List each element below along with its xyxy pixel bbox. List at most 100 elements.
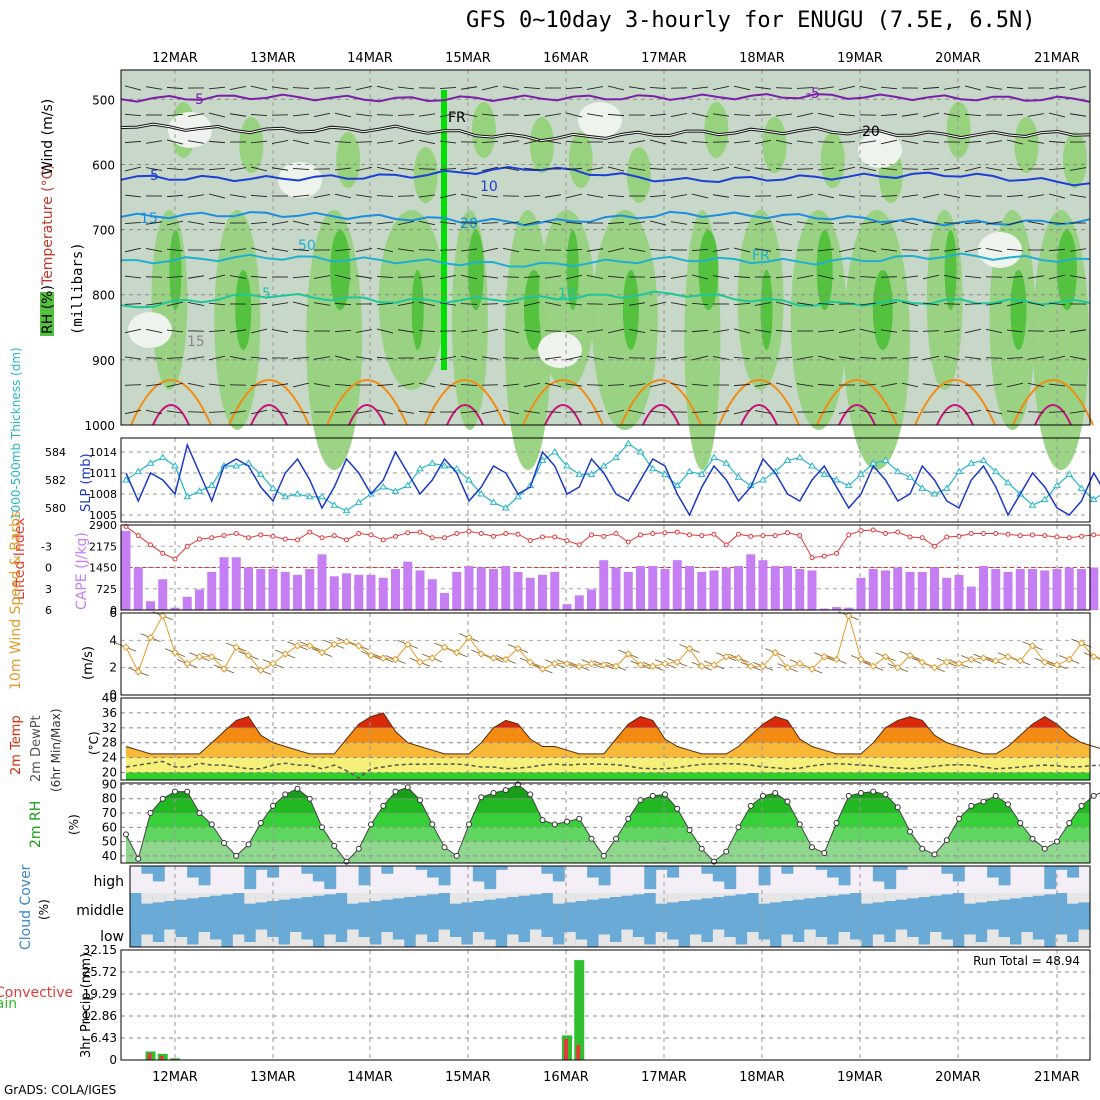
cloud-high bbox=[598, 866, 611, 886]
cloud-middle-gap bbox=[484, 893, 497, 900]
cloud-low-gap bbox=[415, 934, 428, 947]
cloud-low bbox=[644, 920, 657, 947]
cloud-middle-gap bbox=[872, 893, 885, 903]
wind-barb bbox=[985, 383, 1003, 387]
cape-bar bbox=[1052, 568, 1062, 610]
wind-barb bbox=[208, 411, 226, 413]
rh2m-point bbox=[698, 845, 705, 852]
thickness-point bbox=[636, 448, 645, 455]
rh-dry-patch bbox=[858, 132, 902, 168]
wind-barb bbox=[187, 301, 205, 307]
cloud-middle bbox=[392, 893, 405, 920]
wind-barb bbox=[397, 329, 415, 333]
wind-barb bbox=[124, 194, 142, 198]
thickness-point bbox=[685, 467, 694, 475]
wind-barb bbox=[964, 384, 982, 386]
wind-barb bbox=[754, 302, 772, 306]
thickness-point bbox=[293, 490, 302, 497]
cape-bar bbox=[930, 567, 939, 610]
rh-upper bbox=[946, 102, 971, 158]
wind-barb bbox=[586, 329, 604, 333]
li-point bbox=[993, 531, 999, 536]
wind-barb bbox=[166, 329, 184, 333]
li-point bbox=[870, 527, 876, 533]
cloud-high bbox=[998, 866, 1011, 886]
wind-barb bbox=[649, 248, 667, 252]
rh2m-tick-label: 40 bbox=[102, 849, 117, 863]
wind-barb bbox=[250, 409, 268, 415]
rh2m-point bbox=[907, 828, 913, 835]
cloud-middle-gap bbox=[930, 893, 942, 896]
wind-barb bbox=[544, 411, 562, 413]
wind-barb bbox=[922, 330, 940, 332]
cloud-low bbox=[678, 920, 691, 947]
cloud-middle bbox=[198, 893, 211, 920]
li-point bbox=[160, 550, 166, 556]
li-point bbox=[687, 532, 692, 538]
wind-point bbox=[244, 651, 253, 660]
cloud-low bbox=[541, 920, 554, 947]
wind-barb bbox=[187, 221, 205, 225]
cloud-middle bbox=[552, 893, 565, 920]
wind-barb bbox=[1048, 274, 1066, 280]
thickness-point bbox=[1040, 495, 1049, 503]
contour-label: 10 bbox=[558, 286, 576, 302]
rh2m-point bbox=[429, 821, 436, 828]
cloud-middle bbox=[861, 893, 874, 920]
rh2m-point bbox=[245, 841, 252, 848]
wind-frame bbox=[120, 612, 1091, 696]
wind-barb bbox=[880, 86, 898, 90]
cloud-low bbox=[758, 920, 771, 947]
rh2m-point bbox=[159, 795, 166, 802]
li-point bbox=[785, 530, 790, 536]
wind-barb bbox=[334, 329, 352, 333]
cloud-middle bbox=[358, 893, 371, 920]
cloud-middle bbox=[347, 893, 360, 920]
cloud-low-gap bbox=[1078, 929, 1091, 947]
cloud-middle bbox=[1055, 893, 1068, 920]
rh2m-point bbox=[135, 855, 142, 862]
cape-bar bbox=[489, 568, 498, 610]
isotherm-warm bbox=[424, 379, 506, 426]
wind-point bbox=[134, 668, 142, 676]
cloud-middle bbox=[255, 893, 268, 920]
wind-barb bbox=[565, 330, 583, 332]
wind-barb bbox=[817, 355, 835, 361]
rh2m-point bbox=[527, 791, 534, 798]
cloud-middle-gap bbox=[587, 893, 600, 900]
thickness-point bbox=[183, 492, 192, 500]
wind-barb bbox=[397, 301, 415, 307]
cape-bar bbox=[881, 570, 890, 610]
x-tick-label-bottom: 12MAR bbox=[152, 1070, 198, 1085]
y-tick-label: 600 bbox=[92, 158, 115, 172]
cloud-low-gap bbox=[358, 937, 371, 947]
wind-barb bbox=[607, 356, 625, 360]
wind-barb bbox=[733, 114, 751, 116]
wind-point bbox=[808, 665, 816, 673]
wind-barb bbox=[607, 384, 625, 386]
cloud-middle-gap bbox=[1021, 893, 1034, 897]
isotherm-line bbox=[120, 210, 1091, 227]
wind-barb bbox=[964, 303, 982, 305]
rh2m-tick-label: 90 bbox=[102, 777, 117, 791]
cape-bar bbox=[268, 568, 278, 610]
rh2m-point bbox=[502, 787, 509, 794]
wind-barb bbox=[481, 222, 499, 224]
cape-bar bbox=[721, 567, 731, 610]
wind-barb bbox=[859, 302, 877, 306]
wind-point bbox=[1077, 639, 1086, 647]
wind-barb bbox=[187, 382, 205, 388]
wind-barb bbox=[1006, 167, 1024, 171]
cloud-low-gap bbox=[518, 942, 531, 947]
cloud-high bbox=[415, 866, 428, 870]
wind-barb bbox=[754, 86, 772, 90]
wind-barb bbox=[250, 140, 268, 144]
rh-core bbox=[760, 270, 773, 350]
wind-barb bbox=[1048, 330, 1066, 332]
rh2m-point bbox=[882, 791, 889, 798]
wind-barb bbox=[1069, 329, 1087, 333]
wind-point bbox=[575, 662, 583, 671]
cape-frame bbox=[120, 524, 1091, 611]
cloud-low bbox=[210, 920, 222, 947]
li-point bbox=[1091, 532, 1097, 538]
